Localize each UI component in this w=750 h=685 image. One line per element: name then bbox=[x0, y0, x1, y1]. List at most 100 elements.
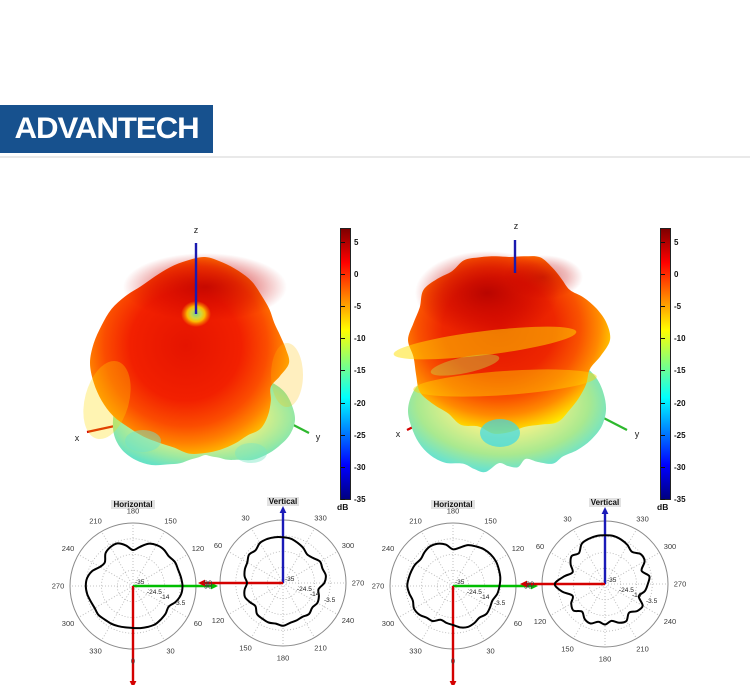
polar-chart: 30 60 90 120 150 180 210 240 270 300 330 -35-24.5-1… bbox=[198, 506, 364, 663]
angle-tick-label: 330 bbox=[89, 646, 102, 655]
angle-tick-label: 300 bbox=[62, 619, 75, 628]
blob-shading bbox=[123, 253, 287, 321]
radial-tick-label: -3.5 bbox=[174, 600, 186, 607]
z-axis-label: z bbox=[514, 221, 519, 231]
angle-tick-label: 210 bbox=[409, 517, 422, 526]
angle-tick-label: 330 bbox=[409, 646, 422, 655]
angle-tick-label: 60 bbox=[536, 542, 544, 551]
colorbar-tick-label: -20 bbox=[354, 398, 366, 408]
colorbar-tick bbox=[341, 241, 345, 243]
polar-plot-horizontal-right: Horizontal 0 30 60 90 120 150 180 210 240 270 300 3… bbox=[368, 500, 538, 685]
angle-tick-label: 90 bbox=[524, 582, 532, 591]
polar-plot-horizontal-left: Horizontal 0 30 60 90 120 150 180 210 240 270 300 3… bbox=[48, 500, 218, 685]
polar-grid-spoke bbox=[421, 531, 454, 587]
polar-grid-spoke bbox=[228, 551, 284, 584]
logo-text: ADVANTECH bbox=[14, 112, 199, 145]
colorbar-tick bbox=[661, 306, 665, 308]
radial-tick-label: -14 bbox=[310, 591, 320, 598]
polar-chart: 0306090120150180210240270300330-35-24.5-… bbox=[52, 507, 218, 685]
angle-tick-label: 210 bbox=[636, 644, 649, 653]
angle-tick-label: 210 bbox=[314, 643, 327, 652]
page: { "header": { "logo_text": "ADVANTECH", … bbox=[0, 105, 750, 685]
angle-tick-label: 60 bbox=[194, 619, 202, 628]
colorbar-tick bbox=[341, 306, 345, 308]
angle-tick-label: 120 bbox=[212, 616, 225, 625]
polar-grid-spoke bbox=[421, 585, 454, 641]
3d-radiation-pattern-right: x y z bbox=[393, 221, 640, 473]
angle-tick-label: 30 bbox=[486, 646, 494, 655]
colorbar-gradient bbox=[660, 228, 671, 500]
angle-tick-label: 210 bbox=[89, 517, 102, 526]
blob-shading bbox=[271, 343, 303, 407]
x-axis-label: x bbox=[396, 429, 401, 439]
radial-tick-label: -14 bbox=[632, 592, 642, 599]
colorbar-tick-label: -10 bbox=[674, 334, 686, 344]
colorbar-tick-label: -25 bbox=[354, 430, 366, 440]
blob-shading bbox=[83, 360, 131, 440]
axis-arrowhead bbox=[211, 582, 218, 590]
polar-title: Vertical bbox=[588, 498, 622, 507]
angle-tick-label: 30 bbox=[241, 514, 249, 523]
colorbar-tick-label: -35 bbox=[674, 495, 686, 504]
angle-tick-label: 90 bbox=[204, 579, 212, 588]
polar-title: Horizontal bbox=[431, 500, 475, 509]
angle-tick-label: 270 bbox=[52, 582, 65, 591]
angle-tick-label: 180 bbox=[599, 655, 612, 664]
angle-tick-label: 270 bbox=[674, 580, 687, 589]
angle-tick-label: 270 bbox=[372, 582, 385, 591]
polar-grid-spoke bbox=[132, 531, 165, 587]
angle-tick-label: 150 bbox=[484, 517, 497, 526]
blob-shading bbox=[125, 430, 161, 452]
x-axis-label: x bbox=[75, 433, 80, 443]
colorbar-gradient bbox=[340, 228, 351, 500]
blob-shading bbox=[503, 255, 583, 299]
angle-tick-label: 90 bbox=[526, 580, 534, 589]
polar-grid-spoke bbox=[398, 585, 454, 618]
radiation-pattern-curve bbox=[406, 542, 502, 629]
y-axis-label: y bbox=[316, 432, 321, 442]
blob-shading bbox=[393, 326, 577, 360]
angle-tick-label: 330 bbox=[314, 514, 327, 523]
colorbar-tick-label: -25 bbox=[674, 430, 686, 440]
colorbar-tick-label: -20 bbox=[674, 398, 686, 408]
polar-grid-ring bbox=[251, 551, 315, 615]
axis-arrowhead bbox=[520, 580, 527, 588]
radial-tick-label: -24.5 bbox=[147, 589, 162, 596]
radial-tick-label: -35 bbox=[455, 579, 465, 586]
colorbar-tick-label: -15 bbox=[674, 366, 686, 376]
colorbar-tick bbox=[341, 274, 345, 275]
radial-tick-label: -14 bbox=[160, 594, 170, 601]
angle-tick-label: 240 bbox=[382, 544, 395, 553]
colorbar-right: 5 0 -5 -10 -15 -20 -25 -30 -35 dB bbox=[657, 228, 704, 528]
angle-tick-label: 300 bbox=[664, 542, 677, 551]
z-axis-label: z bbox=[194, 225, 199, 235]
axis-arrowhead bbox=[129, 681, 137, 685]
blob-shading bbox=[235, 443, 267, 463]
blob-shading bbox=[480, 419, 520, 447]
angle-tick-label: 180 bbox=[127, 507, 140, 516]
polar-title: Horizontal bbox=[111, 500, 155, 509]
radiation-pattern-curve bbox=[553, 534, 651, 626]
radiation-pattern-curve bbox=[84, 542, 184, 630]
3d-radiation-pattern-left: x y z bbox=[75, 225, 321, 466]
radial-tick-label: -24.5 bbox=[467, 589, 482, 596]
angle-tick-label: 120 bbox=[512, 544, 525, 553]
radial-tick-label: -35 bbox=[607, 577, 617, 584]
colorbar-tick bbox=[661, 370, 665, 372]
colorbar-tick-label: -10 bbox=[354, 334, 366, 344]
colorbar-tick bbox=[341, 499, 345, 500]
blob-shading bbox=[413, 369, 597, 397]
colorbar-tick bbox=[341, 402, 345, 404]
polar-plot-vertical-left: Vertical 30 60 90 120 150 180 210 240 270 300 330 -… bbox=[198, 497, 368, 682]
colorbar-tick bbox=[661, 274, 665, 275]
colorbar-tick-label: -30 bbox=[354, 462, 366, 472]
angle-tick-label: 0 bbox=[451, 657, 455, 666]
colorbar-tick-label: 0 bbox=[354, 270, 359, 279]
angle-tick-label: 60 bbox=[514, 619, 522, 628]
angle-tick-label: 90 bbox=[204, 582, 212, 591]
angle-tick-label: 330 bbox=[636, 515, 649, 524]
header-divider bbox=[0, 156, 750, 158]
angle-tick-label: 300 bbox=[382, 619, 395, 628]
polar-grid-spoke bbox=[398, 554, 454, 587]
radial-tick-label: -3.5 bbox=[494, 600, 506, 607]
